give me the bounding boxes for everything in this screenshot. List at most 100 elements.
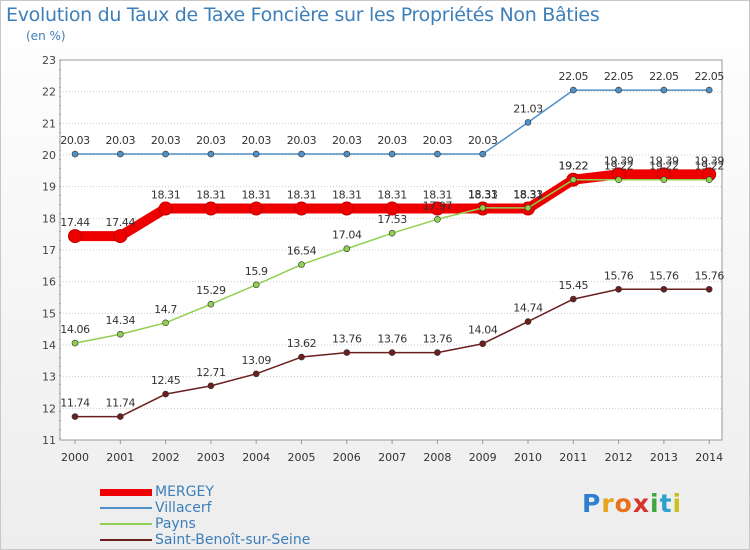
data-point-payns <box>434 215 441 223</box>
data-point-saint-beno-t-sur-seine <box>660 285 668 293</box>
data-point-saint-beno-t-sur-seine <box>252 370 260 378</box>
data-label-payns: 15.29 <box>196 284 226 297</box>
data-label-mergey: 18.31 <box>196 189 226 202</box>
data-point-villacerf <box>162 150 169 158</box>
logo-letter: i <box>672 489 683 518</box>
logo-letter: t <box>659 489 673 518</box>
legend-label: MERGEY <box>155 484 214 500</box>
logo-letter: r <box>601 489 615 518</box>
data-point-saint-beno-t-sur-seine <box>434 349 441 356</box>
data-point-mergey <box>294 201 309 216</box>
data-label-saint-beno-t-sur-seine: 14.74 <box>513 302 543 315</box>
data-label-villacerf: 22.05 <box>694 70 724 83</box>
y-tick-label: 22 <box>42 86 56 99</box>
data-point-payns <box>660 176 668 183</box>
data-label-payns: 19.22 <box>694 160 724 173</box>
x-tick-label: 2007 <box>378 451 406 464</box>
data-label-mergey: 19.39 <box>649 154 679 167</box>
data-label-mergey: 18.31 <box>423 189 453 202</box>
data-point-saint-beno-t-sur-seine <box>298 353 305 361</box>
legend-label: Payns <box>155 516 196 532</box>
data-point-payns <box>524 204 532 212</box>
data-label-mergey: 18.31 <box>151 189 181 202</box>
data-point-mergey <box>68 229 82 244</box>
y-tick-label: 11 <box>42 434 56 447</box>
legend-swatch <box>100 539 152 541</box>
data-point-payns <box>705 176 713 183</box>
x-tick-label: 2005 <box>288 451 316 464</box>
y-tick-label: 13 <box>42 371 56 384</box>
data-label-payns: 19.22 <box>604 160 634 173</box>
data-label-saint-beno-t-sur-seine: 12.45 <box>151 374 181 387</box>
data-label-payns: 15.9 <box>245 265 268 278</box>
chart-title: Evolution du Taux de Taxe Foncière sur l… <box>6 4 600 26</box>
data-label-payns: 17.04 <box>332 229 362 242</box>
x-tick-label: 2012 <box>605 451 633 464</box>
logo-letter: i <box>650 489 660 518</box>
data-label-saint-beno-t-sur-seine: 12.71 <box>196 366 226 379</box>
data-point-villacerf <box>298 150 305 158</box>
data-point-villacerf <box>117 150 124 158</box>
data-label-payns: 16.54 <box>287 245 317 258</box>
data-label-saint-beno-t-sur-seine: 14.04 <box>468 324 498 337</box>
y-tick-label: 17 <box>42 244 56 257</box>
data-label-villacerf: 20.03 <box>196 134 226 147</box>
data-label-saint-beno-t-sur-seine: 15.76 <box>694 269 724 282</box>
data-point-saint-beno-t-sur-seine <box>71 413 79 420</box>
data-point-mergey <box>249 201 264 216</box>
data-point-payns <box>479 204 487 212</box>
data-label-mergey: 18.31 <box>287 189 317 202</box>
data-point-saint-beno-t-sur-seine <box>615 285 622 293</box>
logo-letter: x <box>632 489 650 518</box>
x-tick-label: 2010 <box>514 451 542 464</box>
data-label-villacerf: 20.03 <box>106 134 136 147</box>
x-tick-label: 2002 <box>152 451 180 464</box>
data-label-saint-beno-t-sur-seine: 13.76 <box>332 333 362 346</box>
data-point-saint-beno-t-sur-seine <box>117 413 124 420</box>
y-tick-label: 21 <box>42 117 56 130</box>
data-label-villacerf: 22.05 <box>604 70 634 83</box>
data-point-mergey <box>158 201 173 216</box>
data-label-saint-beno-t-sur-seine: 15.45 <box>559 279 589 292</box>
data-label-payns: 19.22 <box>649 160 679 173</box>
data-point-payns <box>298 261 305 268</box>
data-point-payns <box>343 245 351 253</box>
data-point-mergey <box>339 201 354 216</box>
data-label-villacerf: 20.03 <box>287 134 317 147</box>
data-label-villacerf: 21.03 <box>513 102 543 115</box>
legend-label: Saint-Benoît-sur-Seine <box>155 532 311 548</box>
legend-item-villacerf: Villacerf <box>100 500 340 516</box>
x-tick-label: 2006 <box>333 451 361 464</box>
data-label-payns: 17.53 <box>377 213 407 226</box>
x-tick-label: 2009 <box>469 451 497 464</box>
data-point-villacerf <box>615 86 622 94</box>
plot-border <box>59 59 723 441</box>
data-label-villacerf: 22.05 <box>649 70 679 83</box>
proxiti-logo: Proxiti <box>582 489 682 518</box>
data-label-saint-beno-t-sur-seine: 13.62 <box>287 337 317 350</box>
data-label-villacerf: 20.03 <box>241 134 271 147</box>
data-label-payns: 14.7 <box>154 303 177 316</box>
x-tick-label: 2013 <box>650 451 678 464</box>
data-label-villacerf: 20.03 <box>332 134 362 147</box>
y-tick-label: 23 <box>42 54 56 67</box>
data-point-villacerf <box>434 150 441 158</box>
data-point-payns <box>388 229 396 237</box>
data-point-villacerf <box>252 150 260 158</box>
data-point-villacerf <box>388 150 396 158</box>
legend-item-mergey: MERGEY <box>100 484 340 500</box>
data-label-mergey: 17.44 <box>106 216 136 229</box>
data-label-saint-beno-t-sur-seine: 13.76 <box>423 333 453 346</box>
data-point-saint-beno-t-sur-seine <box>162 390 169 398</box>
data-point-payns <box>252 281 260 289</box>
legend-item-payns: Payns <box>100 516 340 532</box>
data-label-mergey: 19.39 <box>694 154 724 167</box>
data-label-villacerf: 20.03 <box>468 134 498 147</box>
legend-swatch <box>100 507 152 509</box>
data-label-villacerf: 20.03 <box>60 134 90 147</box>
data-label-saint-beno-t-sur-seine: 15.76 <box>649 269 679 282</box>
data-point-payns <box>117 330 124 338</box>
y-tick-label: 15 <box>42 307 56 320</box>
data-point-payns <box>162 319 169 327</box>
legend-label: Villacerf <box>155 500 212 516</box>
